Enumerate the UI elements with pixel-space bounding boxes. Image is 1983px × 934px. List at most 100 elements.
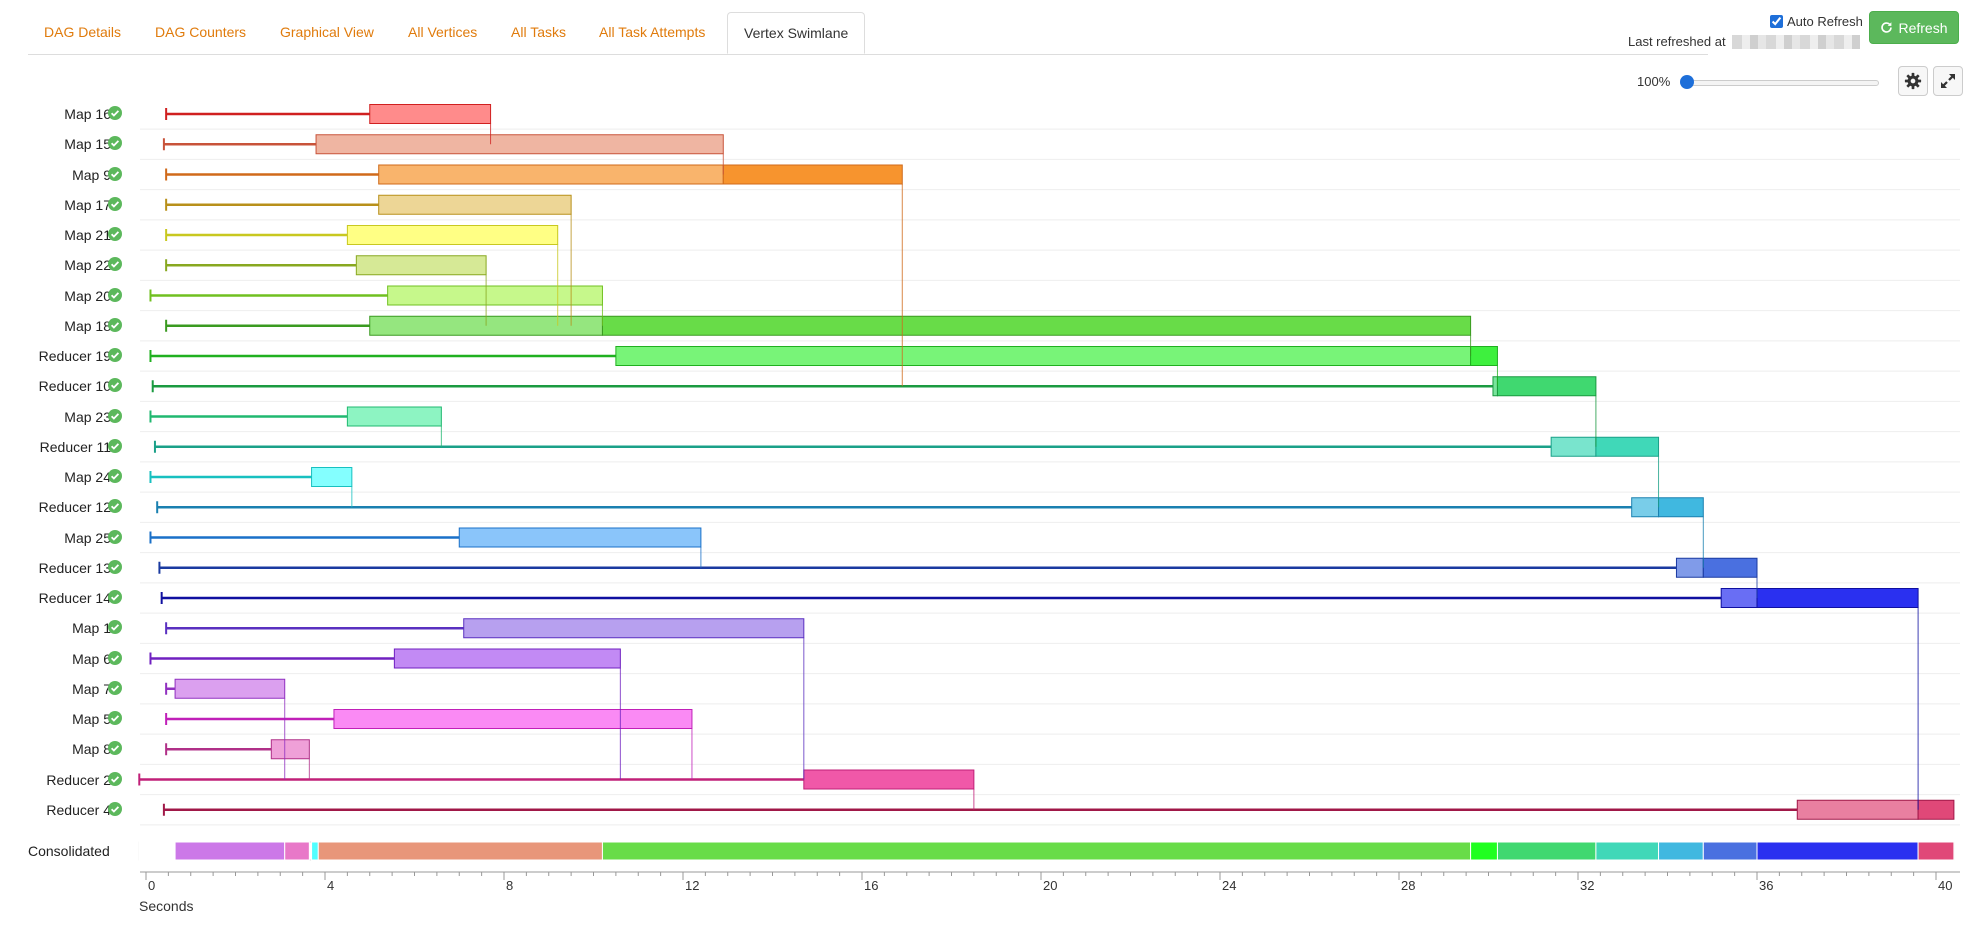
lane-label[interactable]: Map 7 [72,680,111,697]
x-axis-tick-label: 0 [148,878,155,893]
fullscreen-button[interactable] [1933,66,1963,96]
lane-label[interactable]: Map 9 [72,166,111,183]
lane-label[interactable]: Map 17 [64,196,111,213]
lane-label[interactable]: Map 1 [72,620,111,637]
check-circle-icon [108,378,122,393]
lane-label[interactable]: Map 25 [64,529,111,546]
check-circle-icon [108,136,122,151]
lane-map-24 [149,467,353,487]
zoom-level: 100% [1637,74,1671,89]
x-axis-tick-label: 16 [864,878,878,893]
lane-label[interactable]: Reducer 12 [38,499,111,516]
lane-running-bar [1756,588,1919,608]
consolidated-segment [1702,841,1758,861]
lane-map-23 [149,406,442,427]
lane-label[interactable]: Reducer 13 [38,559,111,576]
x-axis-tick-label: 28 [1401,878,1415,893]
lane-label[interactable]: Map 15 [64,136,111,153]
lane-label[interactable]: Map 16 [64,106,111,122]
zoom-slider[interactable] [1684,80,1879,86]
consolidated-segment [1756,841,1919,861]
tab-all-vertices[interactable]: All Vertices [408,24,478,40]
lane-label[interactable]: Reducer 11 [39,438,111,455]
lane-label[interactable]: Reducer 14 [38,590,111,606]
lane-map-8 [165,739,310,760]
lane-label[interactable]: Map 20 [64,287,111,304]
tab-vertex-swimlane[interactable]: Vertex Swimlane [727,12,866,54]
lane-label[interactable]: Map 18 [64,317,111,334]
lane-label[interactable]: Reducer 10 [38,378,111,395]
auto-refresh-toggle[interactable]: Auto Refresh [1770,14,1863,29]
settings-button[interactable] [1898,66,1928,96]
tab-dag-details[interactable]: DAG Details [44,24,122,40]
lane-initial-bar [315,134,724,155]
check-circle-icon [108,801,122,816]
x-axis: 0 4 8 12 16 20 24 28 32 36 40 [140,871,1960,893]
lane-reducer-10 [151,376,1597,397]
x-axis-tick-label: 36 [1759,878,1773,893]
consolidated-segment [601,841,1472,861]
check-circle-icon [108,166,122,181]
lane-label[interactable]: Map 23 [64,408,111,425]
lane-reducer-11 [153,436,1660,457]
expand-icon [1941,74,1955,88]
lane-running-bar [1702,557,1758,578]
check-circle-icon [108,317,122,332]
lane-map-7 [165,678,286,699]
lane-running-bar [722,164,903,185]
lane-map-25 [149,527,702,548]
consolidated-segment [1470,841,1498,861]
tab-all-tasks[interactable]: All Tasks [511,24,566,40]
last-refreshed-timestamp-redacted [1731,34,1860,49]
tab-dag-counters[interactable]: DAG Counters [155,24,247,40]
refresh-icon [1881,22,1893,33]
consolidated-segment [317,841,603,861]
lane-label[interactable]: Map 5 [72,711,111,727]
lane-initial-bar [369,104,492,124]
consolidated-bar [138,841,1955,861]
lane-label[interactable]: Map 24 [64,469,111,485]
check-circle-icon [108,499,122,514]
x-axis-tick-label: 12 [685,878,699,893]
refresh-label: Refresh [1898,19,1948,36]
x-axis-tick-label: 24 [1222,878,1236,893]
lane-running-bar [803,769,975,790]
lane-initial-bar [463,618,805,639]
lane-initial-bar [458,527,702,548]
check-circle-icon [108,227,122,241]
lane-label[interactable]: Map 8 [72,741,111,758]
check-circle-icon [108,408,122,423]
lanes [138,104,1955,820]
lane-initial-bar [378,164,724,185]
x-axis-tick-label: 8 [506,878,513,893]
lane-initial-bar [174,678,286,699]
lane-map-6 [149,648,621,669]
lane-label[interactable]: Map 21 [64,227,111,243]
lane-initial-bar [378,194,572,215]
tab-graphical-view[interactable]: Graphical View [280,24,374,40]
lane-map-9 [165,164,903,185]
lane-initial-bar [1631,497,1660,518]
lane-label[interactable]: Reducer 4 [46,801,111,818]
x-axis-tick-label: 4 [327,878,334,893]
lane-label[interactable]: Reducer 2 [46,771,111,788]
consolidated-segment [1595,841,1660,861]
lane-label[interactable]: Map 22 [64,257,111,274]
lane-running-bar [1595,436,1660,457]
lane-map-20 [149,285,603,306]
last-refreshed: Last refreshed at [1628,34,1860,49]
auto-refresh-checkbox[interactable] [1770,15,1783,28]
lane-initial-bar [1796,799,1919,820]
lane-initial-bar [369,315,603,336]
refresh-button[interactable]: Refresh [1869,11,1959,44]
check-circle-icon [108,620,122,635]
lane-label[interactable]: Reducer 19 [38,348,111,364]
x-axis-title: Seconds [139,898,194,914]
tab-all-task-attempts[interactable]: All Task Attempts [599,24,706,40]
zoom-slider-handle[interactable] [1680,75,1694,89]
lane-label[interactable]: Map 6 [72,650,111,667]
lane-gridlines [140,128,1960,826]
last-refreshed-label: Last refreshed at [1628,34,1726,49]
x-axis-tick-label: 32 [1580,878,1594,893]
